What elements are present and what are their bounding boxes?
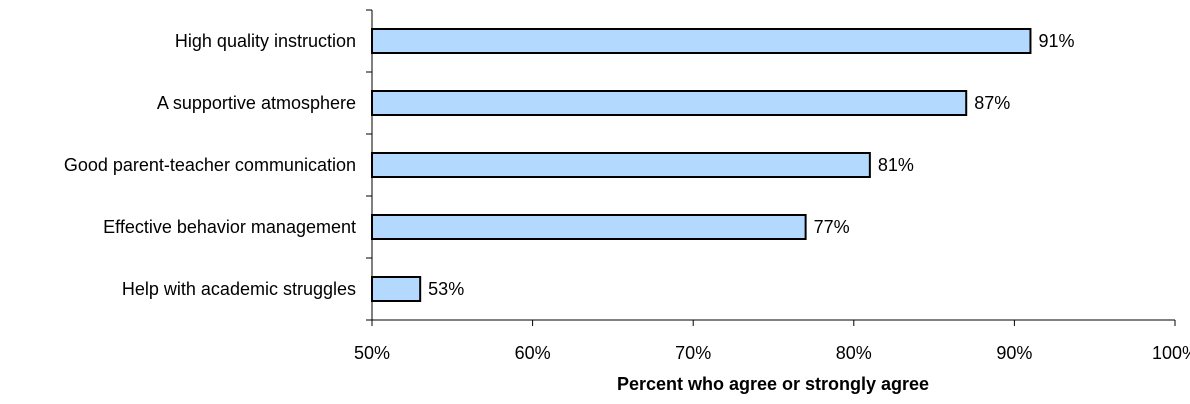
category-label: Effective behavior management (103, 217, 356, 237)
category-label: Help with academic struggles (122, 279, 356, 299)
bar (371, 28, 1032, 54)
x-tick-label: 70% (675, 343, 711, 363)
x-tick-label: 90% (996, 343, 1032, 363)
axes-layer (371, 10, 1175, 321)
bar (371, 152, 871, 178)
bars-layer (371, 28, 1032, 302)
bar (371, 90, 968, 116)
x-tick-label: 60% (515, 343, 551, 363)
x-axis-title: Percent who agree or strongly agree (617, 374, 929, 394)
bar (371, 276, 422, 302)
category-label: Good parent-teacher communication (64, 155, 356, 175)
ticks-layer (366, 9, 1176, 326)
data-label: 77% (814, 217, 850, 237)
data-label: 53% (428, 279, 464, 299)
x-tick-label: 50% (354, 343, 390, 363)
category-label: High quality instruction (175, 31, 356, 51)
x-tick-label: 100% (1152, 343, 1190, 363)
data-label: 87% (974, 93, 1010, 113)
data-label: 81% (878, 155, 914, 175)
labels-layer: High quality instruction 91% A supportive … (64, 31, 1190, 363)
data-label: 91% (1038, 31, 1074, 51)
x-tick-label: 80% (836, 343, 872, 363)
bar (371, 214, 807, 240)
category-label: A supportive atmosphere (157, 93, 356, 113)
